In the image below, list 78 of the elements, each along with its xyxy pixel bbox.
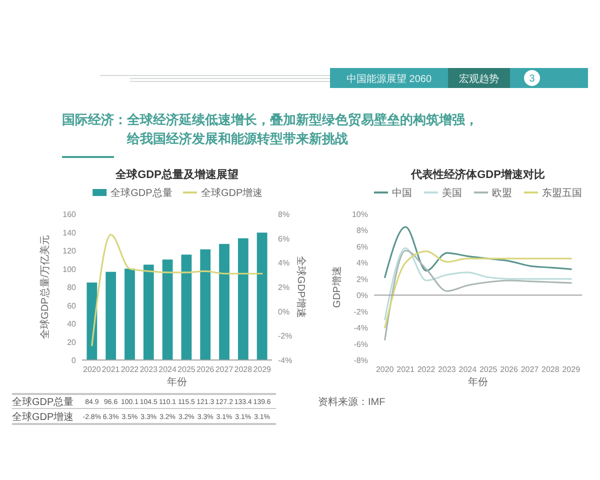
legend-label: 中国 — [392, 187, 412, 199]
bar — [181, 254, 192, 360]
bar — [200, 249, 211, 360]
x-tick-label: 2021 — [102, 365, 120, 374]
y-tick-label: 0 — [72, 356, 77, 365]
y2-tick-label: 8% — [278, 210, 290, 219]
x-tick-label: 2023 — [140, 365, 158, 374]
bar — [124, 268, 135, 360]
chart-title: 全球GDP总量及增速展望 — [114, 168, 238, 181]
y-tick-label: 120 — [62, 246, 77, 256]
y2-tick-label: 0% — [278, 307, 290, 316]
y-tick-label: 80 — [67, 283, 77, 292]
x-tick-label: 2021 — [396, 365, 416, 374]
bar — [256, 232, 268, 360]
y-tick-label: -8% — [354, 356, 368, 365]
legend-label: 欧盟 — [492, 187, 512, 199]
text: 3 — [529, 74, 536, 84]
bar — [162, 260, 173, 360]
y2-axis-title: 全球GDP增速 — [295, 256, 307, 318]
bar — [219, 244, 230, 360]
x-axis-title: 年份 — [167, 376, 187, 388]
bar — [143, 264, 154, 360]
legend-label: 全球GDP总量 — [110, 187, 172, 199]
line-series — [91, 234, 263, 346]
y-tick-label: 40 — [67, 320, 77, 328]
y-axis-title: 全球GDP总量/万亿美元 — [39, 234, 51, 340]
y-tick-label: 140 — [62, 228, 77, 238]
y-tick-label: 4% — [356, 258, 368, 268]
y2-tick-label: 6% — [278, 234, 290, 244]
y-tick-label: 6% — [356, 242, 368, 252]
y-tick-label: 60 — [67, 301, 77, 310]
x-tick-label: 2025 — [178, 365, 196, 374]
y-tick-label: -2% — [354, 307, 368, 316]
x-tick-label: 2022 — [417, 365, 436, 374]
text: 中国能源展望 2060 — [346, 73, 432, 85]
x-tick-label: 2028 — [542, 365, 560, 374]
x-tick-label: 2026 — [196, 365, 215, 374]
bar — [86, 282, 98, 360]
y-axis-title: GDP增速 — [331, 266, 343, 308]
x-tick-label: 2029 — [253, 365, 272, 374]
legend-label: 东盟五国 — [542, 187, 582, 199]
x-tick-label: 2023 — [438, 365, 456, 374]
y-tick-label: 0% — [356, 291, 368, 300]
legend-label: 全球GDP增速 — [201, 187, 263, 199]
bar — [106, 272, 116, 360]
y-tick-label: -4% — [354, 324, 368, 333]
line-series — [384, 226, 572, 278]
legend-label: 美国 — [442, 187, 462, 199]
y-tick-label: 2% — [356, 274, 368, 284]
x-tick-label: 2020 — [376, 365, 394, 374]
x-tick-label: 2024 — [458, 365, 478, 374]
text: 全球GDP总量 — [12, 397, 74, 408]
bar — [238, 238, 248, 360]
y-tick-label: 8% — [356, 226, 368, 236]
y-tick-label: -6% — [354, 340, 368, 349]
x-tick-label: 2025 — [479, 365, 498, 374]
y2-tick-label: -4% — [278, 356, 292, 365]
x-tick-label: 2026 — [500, 365, 518, 374]
x-tick-label: 2022 — [120, 365, 140, 374]
x-tick-label: 2024 — [158, 365, 177, 374]
chart-title: 代表性经济体GDP增速对比 — [410, 168, 545, 181]
y2-tick-label: 4% — [278, 258, 290, 268]
x-tick-label: 2027 — [520, 365, 540, 374]
x-tick-label: 2029 — [562, 365, 581, 374]
x-tick-label: 2028 — [234, 365, 253, 374]
y-tick-label: 20 — [67, 338, 77, 347]
y-tick-label: 160 — [62, 210, 77, 219]
text: 国际经济：全球经济延续低速增长，叠加新型绿色贸易壁垒的构筑增强，给我国经济发展和能源转型带来新挑战 — [62, 112, 478, 146]
text: 宏观趋势 — [459, 73, 499, 85]
text: 全球GDP增速 — [12, 412, 74, 423]
y-tick-label: 10% — [352, 210, 368, 219]
text: 资料来源：IMF — [318, 396, 386, 408]
y2-tick-label: 2% — [278, 283, 290, 292]
y2-tick-label: -2% — [278, 332, 292, 341]
x-axis-title: 年份 — [468, 376, 488, 388]
y-tick-label: 100 — [62, 264, 77, 274]
x-tick-label: 2027 — [215, 365, 234, 374]
x-tick-label: 2020 — [83, 365, 102, 374]
